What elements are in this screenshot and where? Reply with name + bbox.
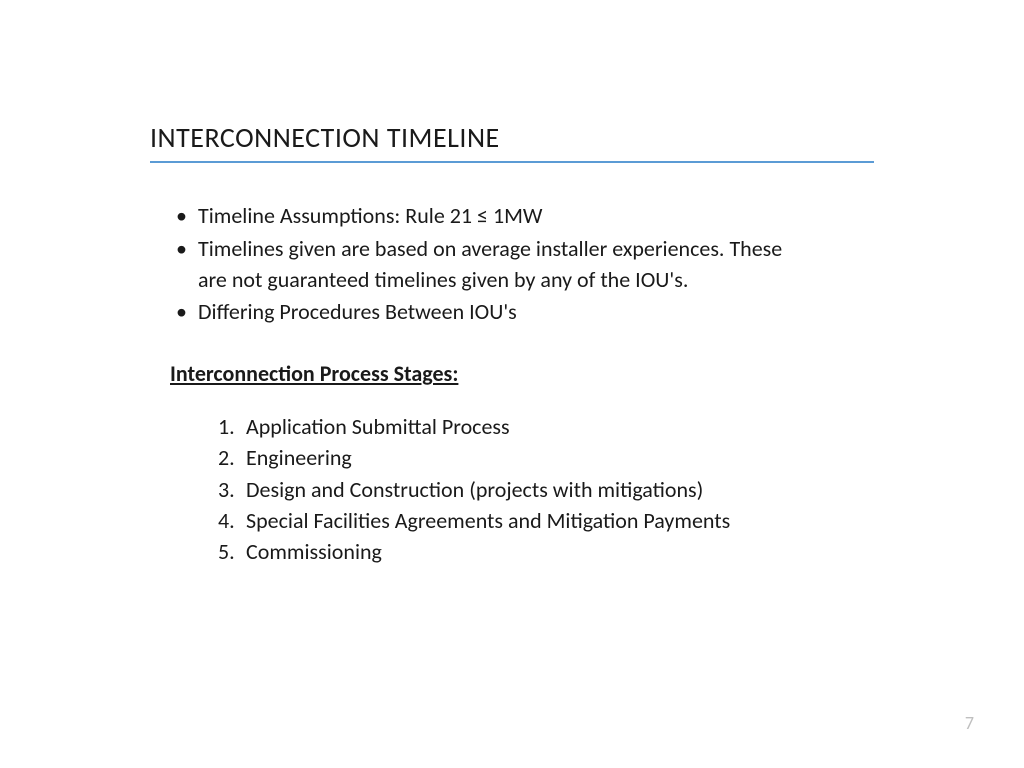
slide-title: INTERCONNECTION TIMELINE	[150, 120, 874, 163]
stage-item: Commissioning	[218, 536, 814, 567]
stage-item: Application Submittal Process	[218, 411, 814, 442]
bullet-list: Timeline Assumptions: Rule 21 ≤ 1MW Time…	[170, 201, 814, 328]
content-area: Timeline Assumptions: Rule 21 ≤ 1MW Time…	[150, 201, 874, 567]
stage-item: Design and Construction (projects with m…	[218, 474, 814, 505]
process-stages-list: Application Submittal Process Engineerin…	[170, 411, 814, 567]
bullet-item: Timelines given are based on average ins…	[170, 234, 814, 296]
slide-container: INTERCONNECTION TIMELINE Timeline Assump…	[0, 0, 1024, 567]
section-heading: Interconnection Process Stages:	[170, 360, 814, 387]
page-number: 7	[965, 712, 974, 734]
stage-item: Special Facilities Agreements and Mitiga…	[218, 505, 814, 536]
bullet-item: Differing Procedures Between IOU's	[170, 297, 814, 328]
bullet-item: Timeline Assumptions: Rule 21 ≤ 1MW	[170, 201, 814, 232]
stage-item: Engineering	[218, 442, 814, 473]
